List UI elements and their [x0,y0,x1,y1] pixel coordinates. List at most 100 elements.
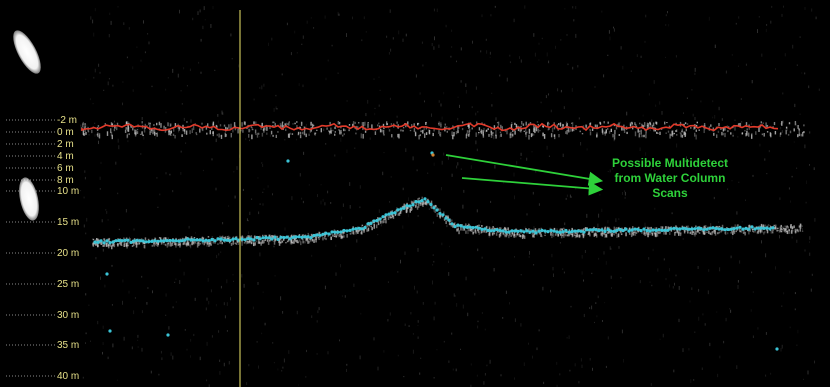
noise-speckle [545,95,547,99]
bottom-return-speck [790,224,792,228]
noise-speckle [206,297,208,301]
noise-speckle [202,169,204,172]
surface-return-speck [169,131,172,135]
noise-speckle [802,228,803,232]
surface-return-speck [354,121,356,124]
noise-speckle [389,97,391,100]
bottom-return-speck [241,241,243,246]
noise-speckle [607,171,609,173]
surface-return-speck [272,134,274,137]
surface-return-speck [501,126,503,131]
bottom-return-speck [653,233,656,235]
surface-return-speck [334,133,336,136]
noise-speckle [390,176,392,178]
surface-return-speck [261,122,263,128]
noise-speckle [161,357,163,361]
noise-speckle [234,195,236,199]
noise-speckle [141,117,143,120]
noise-speckle [666,191,668,194]
noise-speckle [650,383,652,386]
bottom-return-speck [561,233,564,237]
bottom-detection-point [321,232,325,236]
noise-speckle [712,116,714,119]
bottom-return-speck [219,241,221,245]
noise-speckle [674,282,675,286]
bottom-return-speck [603,232,605,235]
bottom-detection-point [210,237,214,242]
surface-return-speck [170,134,172,136]
bottom-return-speck [117,243,119,247]
bottom-return-speck [799,228,801,232]
bottom-return-speck [762,224,765,228]
bottom-return-speck [781,227,783,230]
noise-speckle [548,155,550,157]
bottom-detection-point [279,235,283,239]
bottom-return-speck [340,232,342,236]
bottom-detection-point [579,229,583,233]
noise-speckle [623,359,624,363]
noise-speckle [683,112,684,115]
surface-return-speck [528,128,531,134]
noise-speckle [434,301,436,305]
noise-speckle [581,364,583,369]
noise-speckle [253,98,255,101]
bottom-return-speck [601,232,604,237]
bottom-return-speck [185,236,187,239]
noise-speckle [533,264,535,266]
bottom-return-speck [228,236,231,240]
bottom-return-speck [687,225,689,227]
noise-speckle [707,290,709,295]
bottom-return-speck [566,234,569,237]
surface-return-speck [475,132,477,137]
bottom-detection-point [285,235,289,239]
surface-return-speck [649,121,651,124]
surface-return-speck [174,135,176,139]
bottom-return-speck [783,227,785,230]
bottom-return-speck [504,226,506,230]
bottom-return-speck [358,230,360,232]
surface-return-speck [797,134,799,138]
bottom-return-speck [454,222,456,226]
noise-speckle [729,308,731,310]
noise-speckle [377,366,379,371]
noise-speckle [136,46,138,48]
bottom-return-speck [740,229,743,233]
multidetect-annotation: Possible Multidetect from Water Column S… [590,156,750,201]
noise-speckle [737,135,739,138]
bottom-return-speck [373,225,375,229]
noise-speckle [532,191,534,195]
noise-speckle [203,6,205,11]
bottom-detection-point [186,237,190,241]
surface-return-speck [521,121,523,125]
noise-speckle [188,225,190,229]
bottom-detection-point [633,227,637,231]
bottom-return-speck [593,226,595,230]
bottom-detection-point [252,238,256,242]
noise-speckle [796,123,797,127]
bottom-return-speck [221,236,223,240]
bottom-return-speck [272,240,275,242]
surface-return-speck [170,130,172,134]
noise-speckle [536,347,538,351]
bottom-detection-point [162,239,166,243]
noise-speckle [572,66,574,70]
bottom-return-speck [684,230,686,232]
noise-speckle [180,90,182,92]
bottom-return-speck [704,227,706,229]
surface-return-speck [153,124,155,126]
noise-speckle [222,222,224,225]
bottom-return-speck [397,213,399,216]
bottom-return-speck [158,237,161,239]
depth-label-15: 15 m [57,217,80,228]
noise-speckle [654,207,656,210]
surface-return-speck [299,134,302,139]
bottom-detection-point [762,226,766,230]
surface-return-speck [596,124,598,129]
bottom-return-speck [227,235,230,240]
surface-return-speck [728,126,730,129]
noise-speckle [765,332,767,335]
noise-speckle [123,22,125,25]
bottom-return-speck [485,230,488,233]
